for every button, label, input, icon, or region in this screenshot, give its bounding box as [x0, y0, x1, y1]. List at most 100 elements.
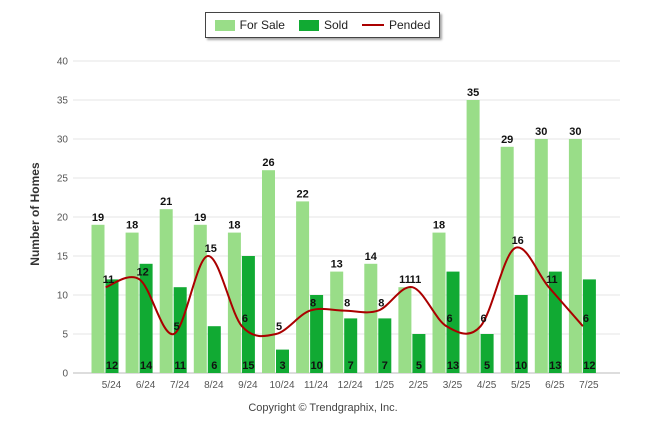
data-label-for-sale: 30	[535, 126, 547, 138]
data-label-sold: 11	[174, 360, 186, 372]
bar-sold	[412, 334, 426, 373]
bar-for-sale	[125, 232, 139, 373]
y-tick-label: 25	[57, 174, 69, 185]
data-label-sold: 15	[242, 360, 254, 372]
data-label-for-sale: 18	[228, 220, 240, 232]
bar-for-sale	[398, 287, 412, 373]
data-label-sold: 7	[348, 360, 354, 372]
data-label-pended: 15	[205, 243, 217, 255]
bar-sold	[173, 287, 187, 373]
bar-for-sale	[296, 201, 310, 373]
bar-sold	[276, 349, 289, 373]
data-label-sold: 12	[583, 360, 595, 372]
data-label-sold: 5	[416, 360, 422, 372]
data-label-sold: 5	[484, 360, 490, 372]
data-label-pended: 8	[378, 298, 384, 310]
data-label-sold: 12	[106, 360, 118, 372]
bar-for-sale	[568, 139, 582, 373]
x-tick-label: 7/24	[170, 380, 190, 391]
bar-sold	[582, 279, 596, 373]
bar-sold	[344, 318, 358, 373]
data-label-sold: 3	[279, 360, 285, 372]
bar-sold	[105, 279, 119, 373]
data-label-pended: 5	[174, 321, 180, 333]
bar-sold	[514, 295, 528, 373]
bar-for-sale	[330, 271, 344, 373]
x-tick-label: 9/24	[238, 380, 258, 391]
data-label-sold: 14	[140, 360, 153, 372]
x-tick-label: 7/25	[579, 380, 599, 391]
copyright-text: Copyright © Trendgraphix, Inc.	[248, 402, 398, 414]
line-pended	[105, 246, 584, 338]
y-tick-label: 30	[57, 135, 69, 146]
bar-sold	[446, 271, 460, 373]
x-tick-label: 4/25	[477, 380, 497, 391]
legend-swatch-for-sale	[214, 19, 235, 31]
x-tick-label: 1/25	[375, 380, 395, 391]
data-label-sold: 13	[447, 360, 459, 372]
legend-item-sold[interactable]: Sold	[298, 18, 348, 32]
bar-for-sale	[193, 224, 207, 373]
legend-item-pended[interactable]: Pended	[362, 18, 430, 32]
x-tick-label: 3/25	[443, 380, 463, 391]
y-tick-label: 0	[62, 369, 68, 380]
bar-for-sale	[91, 224, 105, 373]
data-label-pended: 12	[136, 266, 148, 278]
legend-swatch-pended	[362, 24, 384, 26]
data-label-sold: 13	[549, 360, 561, 372]
data-label-pended: 6	[242, 313, 248, 325]
legend-label-for-sale: For Sale	[239, 18, 285, 32]
x-tick-label: 11/24	[304, 380, 329, 391]
data-label-pended: 11	[546, 274, 558, 286]
bar-sold	[378, 318, 392, 373]
legend-label-pended: Pended	[389, 18, 431, 32]
legend-label-sold: Sold	[323, 18, 348, 32]
data-label-for-sale: 14	[365, 251, 378, 263]
y-tick-label: 15	[57, 252, 69, 263]
bar-for-sale	[159, 209, 173, 373]
x-tick-label: 10/24	[269, 380, 294, 391]
data-label-for-sale: 22	[296, 188, 308, 200]
y-tick-label: 10	[57, 291, 69, 302]
bar-for-sale	[262, 170, 275, 373]
bar-for-sale	[227, 232, 241, 373]
bar-sold	[241, 256, 255, 373]
data-label-pended: 16	[512, 235, 524, 247]
data-label-for-sale: 35	[467, 87, 479, 99]
data-label-pended: 6	[583, 313, 589, 325]
data-label-for-sale: 26	[262, 157, 274, 169]
x-tick-label: 2/25	[409, 380, 429, 391]
legend-item-for-sale[interactable]: For Sale	[214, 18, 285, 32]
x-tick-label: 5/25	[511, 380, 531, 391]
bar-sold	[480, 334, 494, 373]
chart-legend: For Sale Sold Pended	[205, 12, 440, 38]
data-label-for-sale: 13	[331, 259, 343, 271]
legend-swatch-sold	[298, 19, 319, 31]
data-label-sold: 10	[515, 360, 527, 372]
y-tick-label: 35	[57, 96, 69, 107]
data-label-for-sale: 11	[399, 274, 411, 286]
x-tick-label: 5/24	[102, 380, 122, 391]
data-label-sold: 6	[211, 360, 217, 372]
bar-sold	[548, 271, 562, 373]
data-label-pended: 11	[410, 274, 422, 286]
data-label-for-sale: 18	[433, 220, 445, 232]
data-label-pended: 5	[276, 321, 282, 333]
x-tick-label: 12/24	[338, 380, 363, 391]
y-tick-label: 20	[57, 213, 69, 224]
data-label-pended: 6	[481, 313, 487, 325]
data-label-for-sale: 19	[92, 212, 104, 224]
bar-sold	[139, 263, 153, 373]
data-label-for-sale: 19	[194, 212, 206, 224]
y-tick-label: 40	[57, 57, 69, 68]
data-label-pended: 8	[344, 298, 350, 310]
y-tick-label: 5	[62, 330, 68, 341]
data-label-sold: 7	[382, 360, 388, 372]
bar-for-sale	[432, 232, 446, 373]
data-label-pended: 11	[103, 274, 115, 286]
data-label-sold: 10	[310, 360, 322, 372]
data-label-for-sale: 21	[160, 196, 172, 208]
bar-sold	[310, 295, 324, 373]
data-label-pended: 6	[446, 313, 452, 325]
